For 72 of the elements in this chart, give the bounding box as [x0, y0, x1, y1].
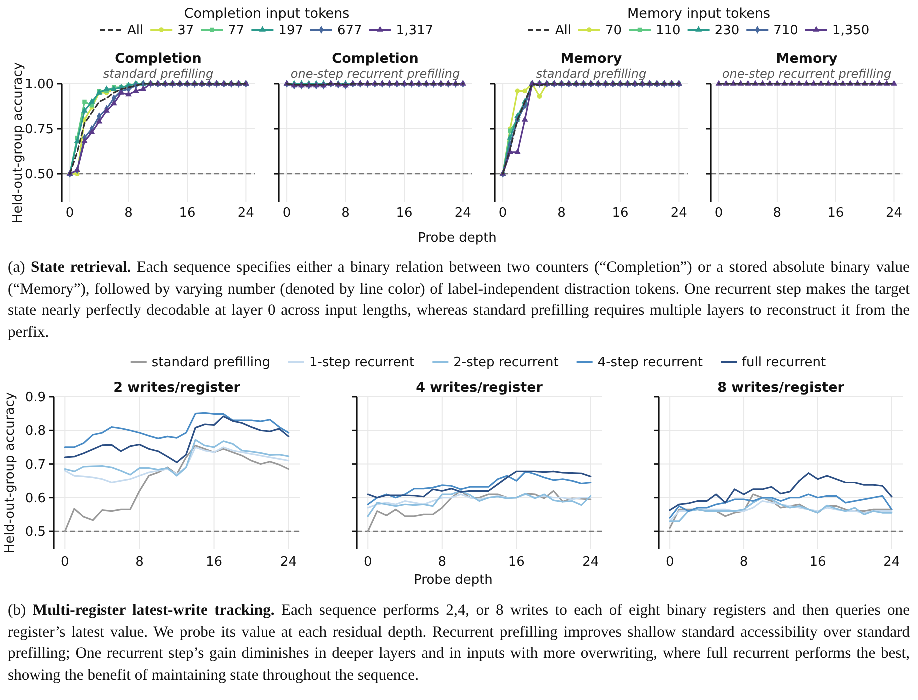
legend-title: Memory input tokens — [628, 6, 770, 22]
legend-label: 37 — [178, 24, 194, 38]
legend-label: 197 — [278, 24, 304, 38]
chart-title: Memory — [560, 51, 622, 67]
legend-label: 4-step recurrent — [598, 356, 703, 370]
legend-label: standard prefilling — [152, 356, 270, 370]
chart-title: 2 writes/register — [114, 380, 241, 396]
x-tick-label: 0 — [498, 206, 508, 221]
x-tick-label: 0 — [61, 555, 70, 570]
chart-subtitle: standard prefilling — [103, 67, 214, 81]
y-tick-label: 0.75 — [25, 122, 54, 138]
legend-label: 230 — [714, 24, 740, 38]
x-tick-label: 24 — [670, 206, 688, 221]
x-tick-label: 16 — [612, 206, 629, 221]
x-tick-label: 24 — [280, 555, 298, 570]
legend-label: 1-step recurrent — [309, 356, 415, 370]
legend-label: 77 — [228, 24, 245, 38]
y-tick-label: 0.50 — [25, 168, 54, 183]
y-tick-label: 0.6 — [25, 491, 46, 506]
legend-label: 70 — [605, 24, 622, 38]
x-axis-title: Probe depth — [418, 231, 497, 246]
x-tick-label: 16 — [396, 206, 413, 221]
x-tick-label: 16 — [810, 555, 826, 570]
x-tick-label: 8 — [438, 555, 447, 570]
x-tick-label: 0 — [714, 206, 724, 221]
text: (a) State retrieval. Each sequence specifies either a binary relation between two counters (“Completion”) or a stored absolute binary value (“Memory”), followed by varying number (denoted by line color) of label-independent distraction tokens. One recurrent step makes the target state nearly perfectly decodable at layer 0 across input lengths, whereas standard prefilling requires multiple layers to reconstruct it from the perfix. — [8, 258, 910, 343]
chart-subtitle: one-step recurrent prefilling — [290, 67, 460, 81]
x-tick-label: 0 — [282, 206, 292, 221]
y-tick-label: 0.7 — [25, 458, 46, 473]
legend-label: 710 — [774, 24, 798, 38]
x-tick-label: 8 — [558, 206, 566, 221]
x-tick-label: 24 — [582, 555, 600, 570]
chart-title: Memory — [776, 51, 838, 67]
legend-label: 1,350 — [832, 24, 870, 38]
x-tick-label: 24 — [454, 206, 472, 221]
legend-label: 110 — [656, 24, 681, 38]
x-tick-label: 16 — [508, 555, 525, 570]
legend-label: 1,317 — [396, 24, 434, 38]
y-axis-title: Held-out-group accuracy — [11, 62, 26, 224]
y-tick-label: 0.5 — [25, 525, 46, 540]
text: (b) Multi-register latest-write tracking. Each sequence performs 2,4, or 8 writes to each of eight binary registers and then queries one register’s latest value. We probe its value at each residual depth. Recurrent prefilling improves shallow standard accessibility over standard prefilling; One recurrent step’s gain diminishes in deeper layers and in inputs with more overwriting, where full recurrent performs the best, showing the benefit of maintaining state throughout the sequence. — [8, 601, 910, 686]
x-tick-label: 0 — [666, 555, 674, 570]
y-axis-title: Held-out-group accuracy — [3, 392, 18, 554]
y-tick-label: 0.9 — [25, 390, 46, 406]
legend-title: Completion input tokens — [184, 6, 350, 22]
x-tick-label: 8 — [136, 555, 144, 570]
legend-label: All — [127, 24, 144, 38]
chart-title: Completion — [115, 51, 202, 67]
x-tick-label: 24 — [884, 555, 900, 570]
legend-label: 2-step recurrent — [454, 356, 559, 370]
legend-label: full recurrent — [742, 356, 826, 370]
legend-label: All — [555, 24, 572, 38]
chart-title: Completion — [332, 51, 419, 67]
x-tick-label: 8 — [773, 206, 782, 221]
x-tick-label: 24 — [238, 206, 254, 221]
x-tick-label: 16 — [828, 206, 844, 221]
x-tick-label: 24 — [886, 206, 903, 221]
x-tick-label: 0 — [364, 555, 372, 570]
x-tick-label: 8 — [740, 555, 748, 570]
chart-subtitle: one-step recurrent prefilling — [722, 67, 892, 81]
x-tick-label: 8 — [124, 206, 133, 221]
y-tick-label: 0.8 — [25, 424, 46, 440]
x-tick-label: 8 — [342, 206, 350, 221]
x-tick-label: 0 — [66, 206, 74, 221]
y-tick-label: 1.00 — [25, 78, 54, 92]
legend-label: 677 — [337, 24, 362, 38]
x-axis-title: Probe depth — [414, 573, 493, 588]
x-tick-label: 16 — [206, 555, 223, 570]
chart-subtitle: standard prefilling — [536, 67, 647, 81]
chart-title: 4 writes/register — [416, 380, 544, 396]
chart-title: 8 writes/register — [718, 380, 845, 396]
x-tick-label: 16 — [179, 206, 196, 221]
